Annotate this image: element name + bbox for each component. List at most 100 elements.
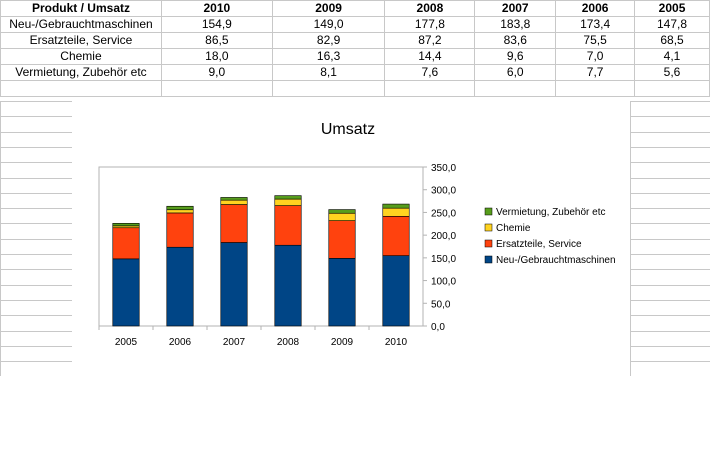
empty-cell[interactable] [634, 80, 710, 97]
table-cell[interactable]: 177,8 [384, 16, 476, 33]
gridline [0, 239, 72, 240]
y-tick-label: 50,0 [431, 299, 451, 310]
table-cell[interactable]: 183,8 [474, 16, 557, 33]
table-cell[interactable]: 87,2 [384, 32, 476, 49]
empty-cell[interactable] [271, 80, 386, 97]
gridline [0, 300, 72, 301]
legend-swatch [484, 207, 493, 216]
gridline [0, 116, 72, 117]
gridline [630, 285, 710, 286]
gridline [0, 101, 72, 102]
row-label-cell[interactable]: Neu-/Gebrauchtmaschinen [0, 16, 162, 33]
table-row: Ersatzteile, Service 86,5 82,9 87,2 83,6… [0, 32, 710, 49]
header-cell-2007[interactable]: 2007 [474, 0, 557, 17]
gridline [0, 331, 72, 332]
table-cell[interactable]: 18,0 [160, 48, 273, 65]
table-cell[interactable]: 83,6 [474, 32, 557, 49]
table-cell[interactable]: 7,6 [384, 64, 476, 81]
table-cell[interactable]: 173,4 [555, 16, 636, 33]
gridline [630, 162, 710, 163]
x-tick-label: 2006 [169, 337, 192, 348]
bar-segment [382, 216, 410, 256]
bar-segment [328, 209, 356, 214]
gridline [630, 331, 710, 332]
empty-cell[interactable] [0, 80, 162, 97]
gridline [630, 346, 710, 347]
header-cell-2009[interactable]: 2009 [271, 0, 386, 17]
gridline [0, 254, 72, 255]
gridline [630, 132, 710, 133]
x-tick-label: 2010 [385, 337, 408, 348]
table-cell[interactable]: 6,0 [474, 64, 557, 81]
table-row-empty [0, 80, 710, 97]
bar-segment [382, 207, 410, 217]
table-cell[interactable]: 154,9 [160, 16, 273, 33]
table-cell[interactable]: 5,6 [634, 64, 710, 81]
y-tick-label: 0,0 [431, 322, 445, 333]
chart-object[interactable]: Umsatz 0,0 50,0 100,0 150,0 200,0 250,0 300,0 3… [72, 107, 630, 370]
y-tick-label: 200,0 [431, 231, 456, 242]
bar-segment [382, 255, 410, 327]
table-cell[interactable]: 7,0 [555, 48, 636, 65]
stacked-bar-chart: Umsatz 0,0 50,0 100,0 150,0 200,0 250,0 300,0 3… [98, 121, 616, 348]
header-cell-2006[interactable]: 2006 [555, 0, 636, 17]
header-cell-2010[interactable]: 2010 [160, 0, 273, 17]
gridline [0, 346, 72, 347]
table-header-row: Produkt / Umsatz 2010 2009 2008 2007 200… [0, 0, 710, 17]
table-cell[interactable]: 86,5 [160, 32, 273, 49]
bar-segment [382, 203, 410, 209]
header-cell-2005[interactable]: 2005 [634, 0, 710, 17]
empty-cell[interactable] [160, 80, 273, 97]
gridline [630, 101, 710, 102]
bar-segment [274, 244, 302, 327]
row-label-cell[interactable]: Chemie [0, 48, 162, 65]
table-cell[interactable]: 8,1 [271, 64, 386, 81]
table-cell[interactable]: 68,5 [634, 32, 710, 49]
empty-cell[interactable] [474, 80, 557, 97]
bar-segment [274, 198, 302, 206]
table-cell[interactable]: 9,0 [160, 64, 273, 81]
table-cell[interactable]: 16,3 [271, 48, 386, 65]
table-cell[interactable]: 9,6 [474, 48, 557, 65]
bar-segment [220, 197, 248, 201]
header-cell-2008[interactable]: 2008 [384, 0, 476, 17]
x-tick-label: 2008 [277, 337, 300, 348]
bar-segment [166, 246, 194, 327]
gridline [0, 147, 72, 148]
row-label-cell[interactable]: Vermietung, Zubehör etc [0, 64, 162, 81]
y-tick-label: 100,0 [431, 277, 456, 288]
plot-frame [98, 166, 424, 327]
legend-label: Vermietung, Zubehör etc [496, 207, 606, 218]
gridline [0, 361, 72, 362]
legend-label: Chemie [496, 223, 531, 234]
table-cell[interactable]: 149,0 [271, 16, 386, 33]
header-cell-product[interactable]: Produkt / Umsatz [0, 0, 162, 17]
table-cell[interactable]: 82,9 [271, 32, 386, 49]
y-tick-label: 350,0 [431, 163, 456, 174]
legend-swatch [484, 255, 493, 264]
y-tick-label: 150,0 [431, 254, 456, 265]
legend-swatch [484, 239, 493, 248]
bar-segment [328, 220, 356, 259]
empty-cell[interactable] [555, 80, 636, 97]
table-cell[interactable]: 7,7 [555, 64, 636, 81]
legend-label: Neu-/Gebrauchtmaschinen [496, 255, 616, 266]
empty-cell[interactable] [384, 80, 476, 97]
legend-swatch [484, 223, 493, 232]
gridline [630, 315, 710, 316]
gridline [630, 254, 710, 255]
table-cell[interactable]: 147,8 [634, 16, 710, 33]
gridline [0, 193, 72, 194]
table-cell[interactable]: 75,5 [555, 32, 636, 49]
bar-segment [112, 258, 140, 327]
gridline [0, 315, 72, 316]
table-cell[interactable]: 14,4 [384, 48, 476, 65]
bar-segment [328, 258, 356, 327]
gridline [630, 239, 710, 240]
table-cell[interactable]: 4,1 [634, 48, 710, 65]
row-label-cell[interactable]: Ersatzteile, Service [0, 32, 162, 49]
bar-segment [166, 209, 194, 214]
gridline [0, 208, 72, 209]
bar-segment [220, 242, 248, 327]
